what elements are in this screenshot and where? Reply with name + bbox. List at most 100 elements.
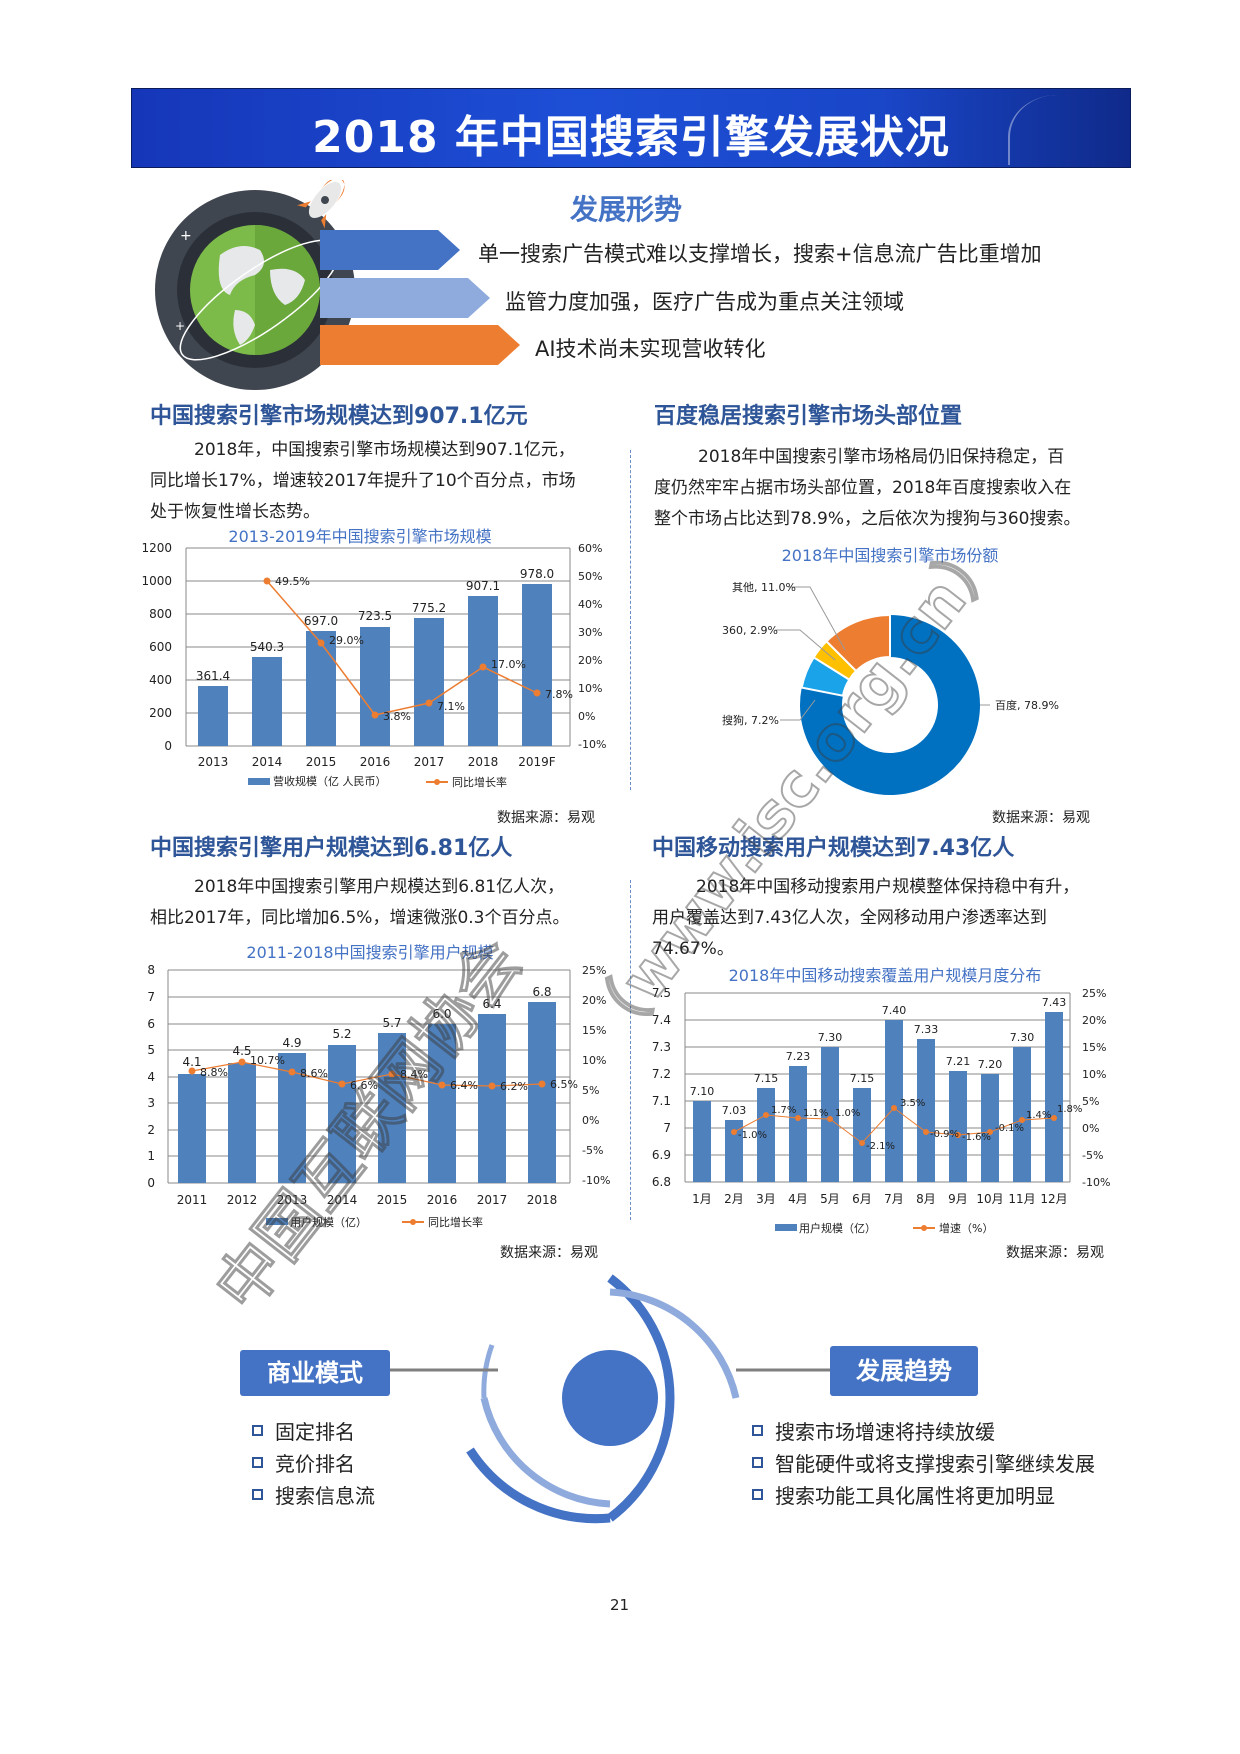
section1-paragraph: 2018年，中国搜索引擎市场规模达到907.1亿元， 同比增长17%，增速较20… <box>150 435 610 528</box>
column-divider <box>630 450 631 790</box>
center-arc-diagram <box>390 1274 830 1524</box>
banner-decoration <box>1008 95 1090 165</box>
section2-title: 百度稳居搜索引擎市场头部位置 <box>654 404 963 429</box>
square-bullet-icon <box>752 1456 763 1468</box>
svg-text:+: + <box>180 228 192 244</box>
svg-text:7.3: 7.3 <box>652 1040 671 1054</box>
svg-text:360, 2.9%: 360, 2.9% <box>722 624 778 637</box>
svg-text:营收规模（亿 人民币）: 营收规模（亿 人民币） <box>273 774 387 788</box>
para-line: 同比增长17%，增速较2017年提升了10个百分点，市场 <box>150 471 576 491</box>
svg-text:5%: 5% <box>1082 1095 1099 1108</box>
svg-text:600: 600 <box>149 640 172 654</box>
svg-text:5月: 5月 <box>820 1192 840 1206</box>
chevron-bar-3 <box>320 325 520 365</box>
svg-text:6.0: 6.0 <box>432 1007 451 1021</box>
svg-text:6.4%: 6.4% <box>450 1079 478 1092</box>
svg-text:6.5%: 6.5% <box>550 1078 578 1091</box>
svg-text:4.9: 4.9 <box>282 1036 301 1050</box>
svg-text:-1.0%: -1.0% <box>738 1130 767 1141</box>
section3-title: 中国搜索引擎用户规模达到6.81亿人 <box>150 836 513 861</box>
square-bullet-icon <box>752 1424 763 1436</box>
svg-text:-10%: -10% <box>1082 1176 1110 1189</box>
svg-text:7: 7 <box>147 990 155 1004</box>
svg-text:6.2%: 6.2% <box>500 1080 528 1093</box>
chart4-mobile-monthly: 7.5 7.4 7.3 7.2 7.1 7 6.9 6.8 7.10 7.03 … <box>652 986 1111 1235</box>
svg-text:9月: 9月 <box>948 1192 968 1206</box>
svg-text:200: 200 <box>149 706 172 720</box>
para-line: 处于恢复性增长态势。 <box>150 502 320 522</box>
chart1-title: 2013-2019年中国搜索引擎市场规模 <box>228 527 492 546</box>
svg-text:其他, 11.0%: 其他, 11.0% <box>732 581 796 594</box>
svg-text:7月: 7月 <box>884 1192 904 1206</box>
svg-text:775.2: 775.2 <box>412 601 446 615</box>
para-line: 度仍然牢牢占据市场头部位置，2018年百度搜索收入在 <box>654 478 1072 498</box>
svg-text:7.4: 7.4 <box>652 1013 671 1027</box>
svg-text:4.1: 4.1 <box>182 1055 201 1069</box>
svg-text:0%: 0% <box>582 1114 599 1127</box>
svg-text:2018: 2018 <box>527 1193 558 1207</box>
chart2-market-share-donut: 其他, 11.0% 360, 2.9% 搜狗, 7.2% 百度, 78.9% <box>722 581 1059 795</box>
development-trend-list: 搜索市场增速将持续放缓 智能硬件或将支撑搜索引擎继续发展 搜索功能工具化属性将更… <box>752 1414 1095 1510</box>
svg-text:0: 0 <box>147 1176 155 1190</box>
square-bullet-icon <box>252 1488 263 1500</box>
svg-text:723.5: 723.5 <box>358 609 392 623</box>
page-title: 2018 年中国搜索引擎发展状况 <box>312 112 950 163</box>
svg-text:25%: 25% <box>582 964 606 977</box>
svg-text:1.1%: 1.1% <box>803 1108 828 1119</box>
svg-text:2016: 2016 <box>360 755 391 769</box>
page-banner: 2018 年中国搜索引擎发展状况 <box>131 88 1131 168</box>
svg-text:0%: 0% <box>578 710 595 723</box>
svg-text:1.4%: 1.4% <box>1026 1110 1051 1121</box>
svg-text:-0.9%: -0.9% <box>930 1129 959 1140</box>
chart1-source: 数据来源：易观 <box>497 810 595 826</box>
section2-paragraph: 2018年中国搜索引擎市场格局仍旧保持稳定，百 度仍然牢牢占据市场头部位置，20… <box>654 442 1124 535</box>
svg-text:6.6%: 6.6% <box>350 1079 378 1092</box>
trend-item-2: 监管力度加强，医疗广告成为重点关注领域 <box>505 290 904 314</box>
svg-text:2018: 2018 <box>468 755 499 769</box>
svg-text:6.9: 6.9 <box>652 1148 671 1162</box>
svg-text:6月: 6月 <box>852 1192 872 1206</box>
svg-text:10%: 10% <box>1082 1068 1106 1081</box>
svg-text:800: 800 <box>149 607 172 621</box>
list-item: 搜索信息流 <box>252 1478 375 1510</box>
svg-text:7.15: 7.15 <box>754 1072 779 1085</box>
svg-text:10%: 10% <box>578 682 602 695</box>
svg-text:8: 8 <box>147 963 155 977</box>
globe-rocket-illustration: + + + + <box>155 180 355 390</box>
svg-text:4: 4 <box>147 1070 155 1084</box>
list-item: 搜索市场增速将持续放缓 <box>752 1414 1095 1446</box>
para-line: 74.67%。 <box>652 939 734 959</box>
svg-text:2月: 2月 <box>724 1192 744 1206</box>
svg-text:8.4%: 8.4% <box>400 1068 428 1081</box>
svg-text:3: 3 <box>147 1096 155 1110</box>
svg-text:60%: 60% <box>578 542 602 555</box>
chart2-title: 2018年中国搜索引擎市场份额 <box>781 546 999 565</box>
svg-text:-0.1%: -0.1% <box>995 1123 1024 1134</box>
svg-text:2019F: 2019F <box>518 755 556 769</box>
column-divider-2 <box>630 880 631 1220</box>
svg-text:1: 1 <box>147 1149 155 1163</box>
svg-text:6.8: 6.8 <box>532 985 551 999</box>
svg-text:7.5: 7.5 <box>652 986 671 1000</box>
list-item: 搜索功能工具化属性将更加明显 <box>752 1478 1095 1510</box>
para-line: 2018年，中国搜索引擎市场规模达到907.1亿元， <box>194 440 575 460</box>
svg-text:4.5: 4.5 <box>232 1044 251 1058</box>
development-trend-label: 发展趋势 <box>830 1346 978 1396</box>
svg-text:15%: 15% <box>1082 1041 1106 1054</box>
svg-text:5: 5 <box>147 1043 155 1057</box>
svg-text:增速（%）: 增速（%） <box>939 1221 993 1235</box>
business-model-label: 商业模式 <box>240 1350 390 1396</box>
svg-text:1.0%: 1.0% <box>835 1108 860 1119</box>
svg-text:-10%: -10% <box>578 738 606 751</box>
svg-text:3.8%: 3.8% <box>383 710 411 723</box>
svg-text:7.1: 7.1 <box>652 1094 671 1108</box>
chart2-source: 数据来源：易观 <box>992 810 1090 826</box>
svg-text:0: 0 <box>164 739 172 753</box>
chart4-source: 数据来源：易观 <box>1006 1245 1104 1261</box>
svg-text:1.8%: 1.8% <box>1057 1104 1082 1115</box>
svg-text:2015: 2015 <box>377 1193 408 1207</box>
svg-text:7.10: 7.10 <box>690 1085 715 1098</box>
svg-text:6.8: 6.8 <box>652 1175 671 1189</box>
svg-text:3月: 3月 <box>756 1192 776 1206</box>
svg-text:8.8%: 8.8% <box>200 1066 228 1079</box>
